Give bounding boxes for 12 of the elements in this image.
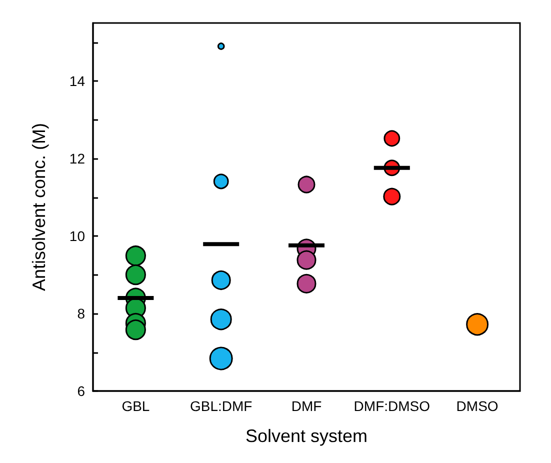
x-tick-label: DMF:DMSO [354, 398, 430, 414]
y-tick-label: 14 [69, 73, 86, 90]
y-axis-title: Antisolvent conc. (M) [29, 122, 49, 292]
y-tick-label: 8 [77, 306, 86, 322]
x-tick-label: DMSO [456, 398, 498, 414]
y-tick-label: 10 [69, 228, 86, 244]
x-tick-label: DMF [291, 398, 322, 414]
y-tick-label: 12 [69, 150, 86, 167]
x-axis-title: Solvent system [245, 426, 368, 446]
x-tick-label: GBL [122, 398, 150, 414]
x-tick-label: GBL:DMF [190, 398, 252, 414]
y-tick-label: 6 [77, 383, 86, 399]
